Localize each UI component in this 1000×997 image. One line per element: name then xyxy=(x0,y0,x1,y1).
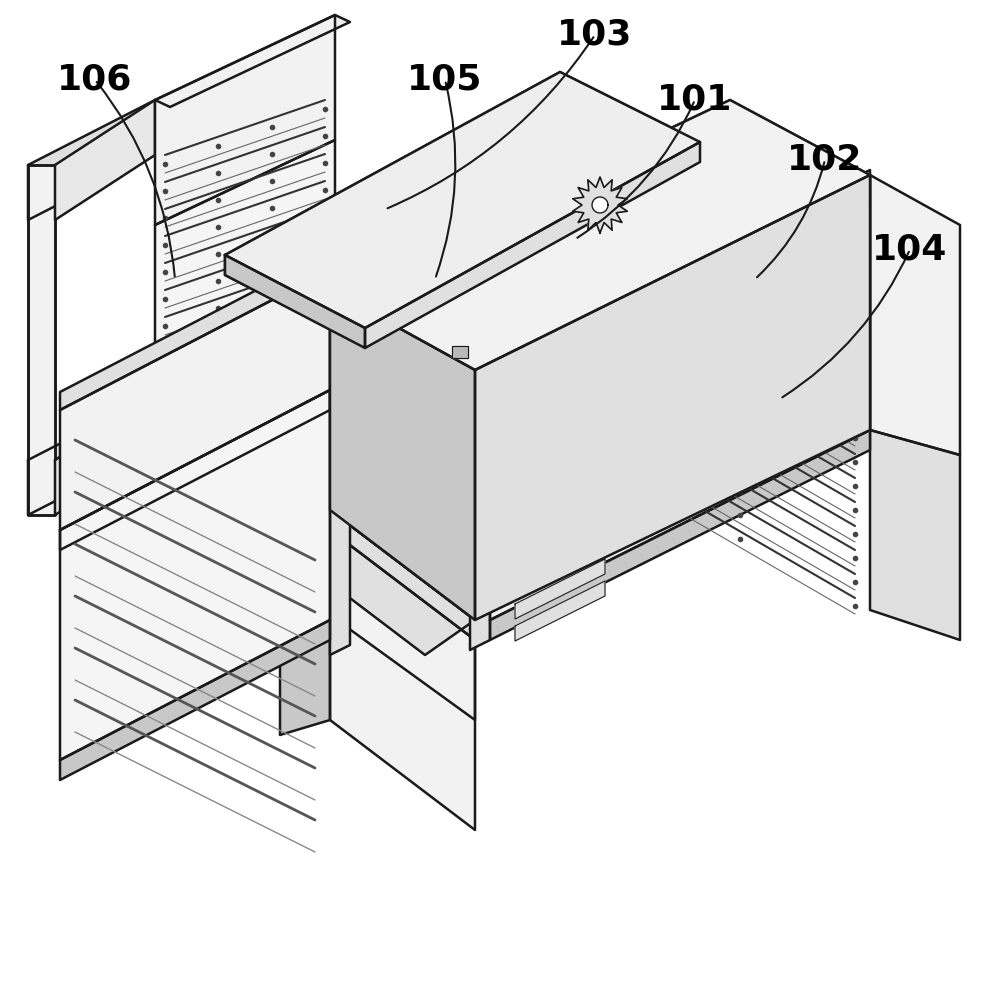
Polygon shape xyxy=(28,100,155,220)
Text: 105: 105 xyxy=(407,63,483,97)
Polygon shape xyxy=(870,175,960,455)
Text: 106: 106 xyxy=(57,63,133,97)
Polygon shape xyxy=(225,72,700,328)
Text: 103: 103 xyxy=(557,18,633,52)
Polygon shape xyxy=(490,430,870,640)
Polygon shape xyxy=(280,510,475,655)
Polygon shape xyxy=(515,537,605,597)
Polygon shape xyxy=(573,177,627,233)
Polygon shape xyxy=(155,15,335,225)
Polygon shape xyxy=(28,165,55,515)
Polygon shape xyxy=(60,390,330,550)
Polygon shape xyxy=(75,375,140,425)
Text: 104: 104 xyxy=(872,232,948,266)
Polygon shape xyxy=(490,205,870,620)
Polygon shape xyxy=(280,530,330,735)
Polygon shape xyxy=(330,290,475,620)
Polygon shape xyxy=(330,510,475,640)
Polygon shape xyxy=(75,411,140,461)
Polygon shape xyxy=(330,100,870,370)
Polygon shape xyxy=(592,197,608,213)
Polygon shape xyxy=(28,165,55,515)
Polygon shape xyxy=(225,72,700,328)
Polygon shape xyxy=(573,177,627,233)
Polygon shape xyxy=(155,140,335,475)
Polygon shape xyxy=(330,270,370,310)
Polygon shape xyxy=(330,260,350,655)
Polygon shape xyxy=(330,100,870,370)
Polygon shape xyxy=(475,175,870,620)
Polygon shape xyxy=(60,390,330,760)
Text: 101: 101 xyxy=(657,83,733,117)
Polygon shape xyxy=(470,355,490,650)
Polygon shape xyxy=(330,290,475,620)
Polygon shape xyxy=(75,429,140,479)
Polygon shape xyxy=(515,559,605,619)
Polygon shape xyxy=(475,175,870,620)
Polygon shape xyxy=(55,100,155,220)
Polygon shape xyxy=(75,393,140,443)
Polygon shape xyxy=(28,395,155,515)
Polygon shape xyxy=(365,142,700,348)
Polygon shape xyxy=(225,255,365,348)
Polygon shape xyxy=(60,252,330,410)
Bar xyxy=(452,346,468,358)
Polygon shape xyxy=(155,390,335,490)
Polygon shape xyxy=(870,430,960,640)
Polygon shape xyxy=(592,197,608,213)
Polygon shape xyxy=(330,530,475,830)
Polygon shape xyxy=(60,270,330,530)
Polygon shape xyxy=(155,15,350,107)
Polygon shape xyxy=(330,510,475,720)
Polygon shape xyxy=(225,255,365,348)
Polygon shape xyxy=(60,620,330,780)
Polygon shape xyxy=(515,515,605,575)
Bar xyxy=(452,346,468,358)
Polygon shape xyxy=(365,142,700,348)
Text: 102: 102 xyxy=(787,143,863,176)
Polygon shape xyxy=(515,581,605,641)
Polygon shape xyxy=(55,395,155,515)
Polygon shape xyxy=(490,170,870,390)
